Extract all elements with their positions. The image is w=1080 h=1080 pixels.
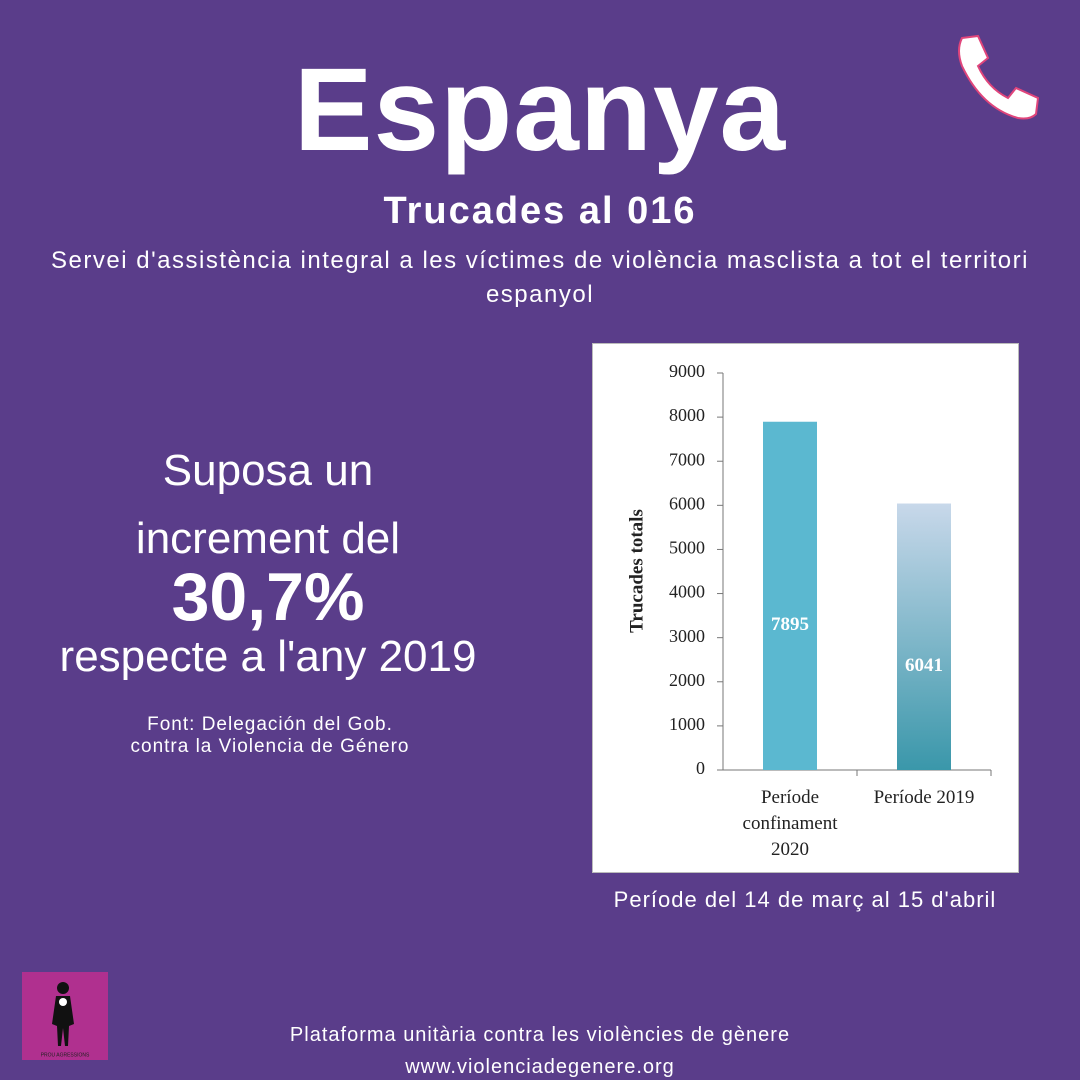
footer-website: www.violenciadegenere.org — [405, 1056, 675, 1078]
footer-organization: Plataforma unitària contra les violèncie… — [289, 1024, 791, 1046]
x-tick-label: Període confinament 2020 — [742, 787, 838, 860]
y-tick-label: 8000 — [669, 405, 705, 425]
bar — [763, 421, 817, 770]
y-tick-label: 3000 — [669, 626, 705, 646]
highlight-line: respecte a l'any 2019 — [59, 632, 477, 681]
y-tick-label: 2000 — [669, 670, 705, 690]
phone-icon — [958, 34, 1040, 120]
source: contra la Violencia de Género — [130, 736, 410, 757]
y-tick-label: 1000 — [669, 714, 705, 734]
subtitle: Trucades al 016 — [383, 190, 697, 232]
y-tick-label: 5000 — [669, 538, 705, 558]
y-tick-label: 7000 — [669, 449, 705, 469]
logo-text: PROU AGRESSIONS — [41, 1052, 90, 1058]
y-tick-label: 6000 — [669, 493, 705, 513]
highlight-stat: 30,7% — [171, 559, 365, 635]
x-tick-label: Període 2019 — [873, 787, 975, 808]
highlight-line: Suposa un — [162, 446, 374, 495]
y-tick-label: 4000 — [669, 582, 705, 602]
value-label: 7895 — [771, 614, 809, 635]
logo: PROU AGRESSIONS — [22, 972, 108, 1060]
highlight-line: increment del — [135, 514, 401, 563]
y-axis-label: Trucades totals — [626, 509, 647, 633]
source: Font: Delegación del Gob. — [147, 714, 393, 735]
bar — [897, 503, 951, 770]
title: Espanya — [293, 44, 787, 176]
chart-svg: Trucades totals 0 1000 2000 3000 4000 5000 600… — [626, 361, 992, 778]
chart: Trucades totals 0 1000 2000 3000 4000 5000 600… — [592, 343, 1019, 873]
y-tick-label: 0 — [696, 758, 705, 778]
value-label: 6041 — [905, 655, 943, 676]
caption: Període del 14 de març al 15 d'abril — [613, 887, 997, 912]
y-tick-label: 9000 — [669, 361, 705, 381]
description: Servei d'assistència integral a les víct… — [51, 247, 1029, 308]
